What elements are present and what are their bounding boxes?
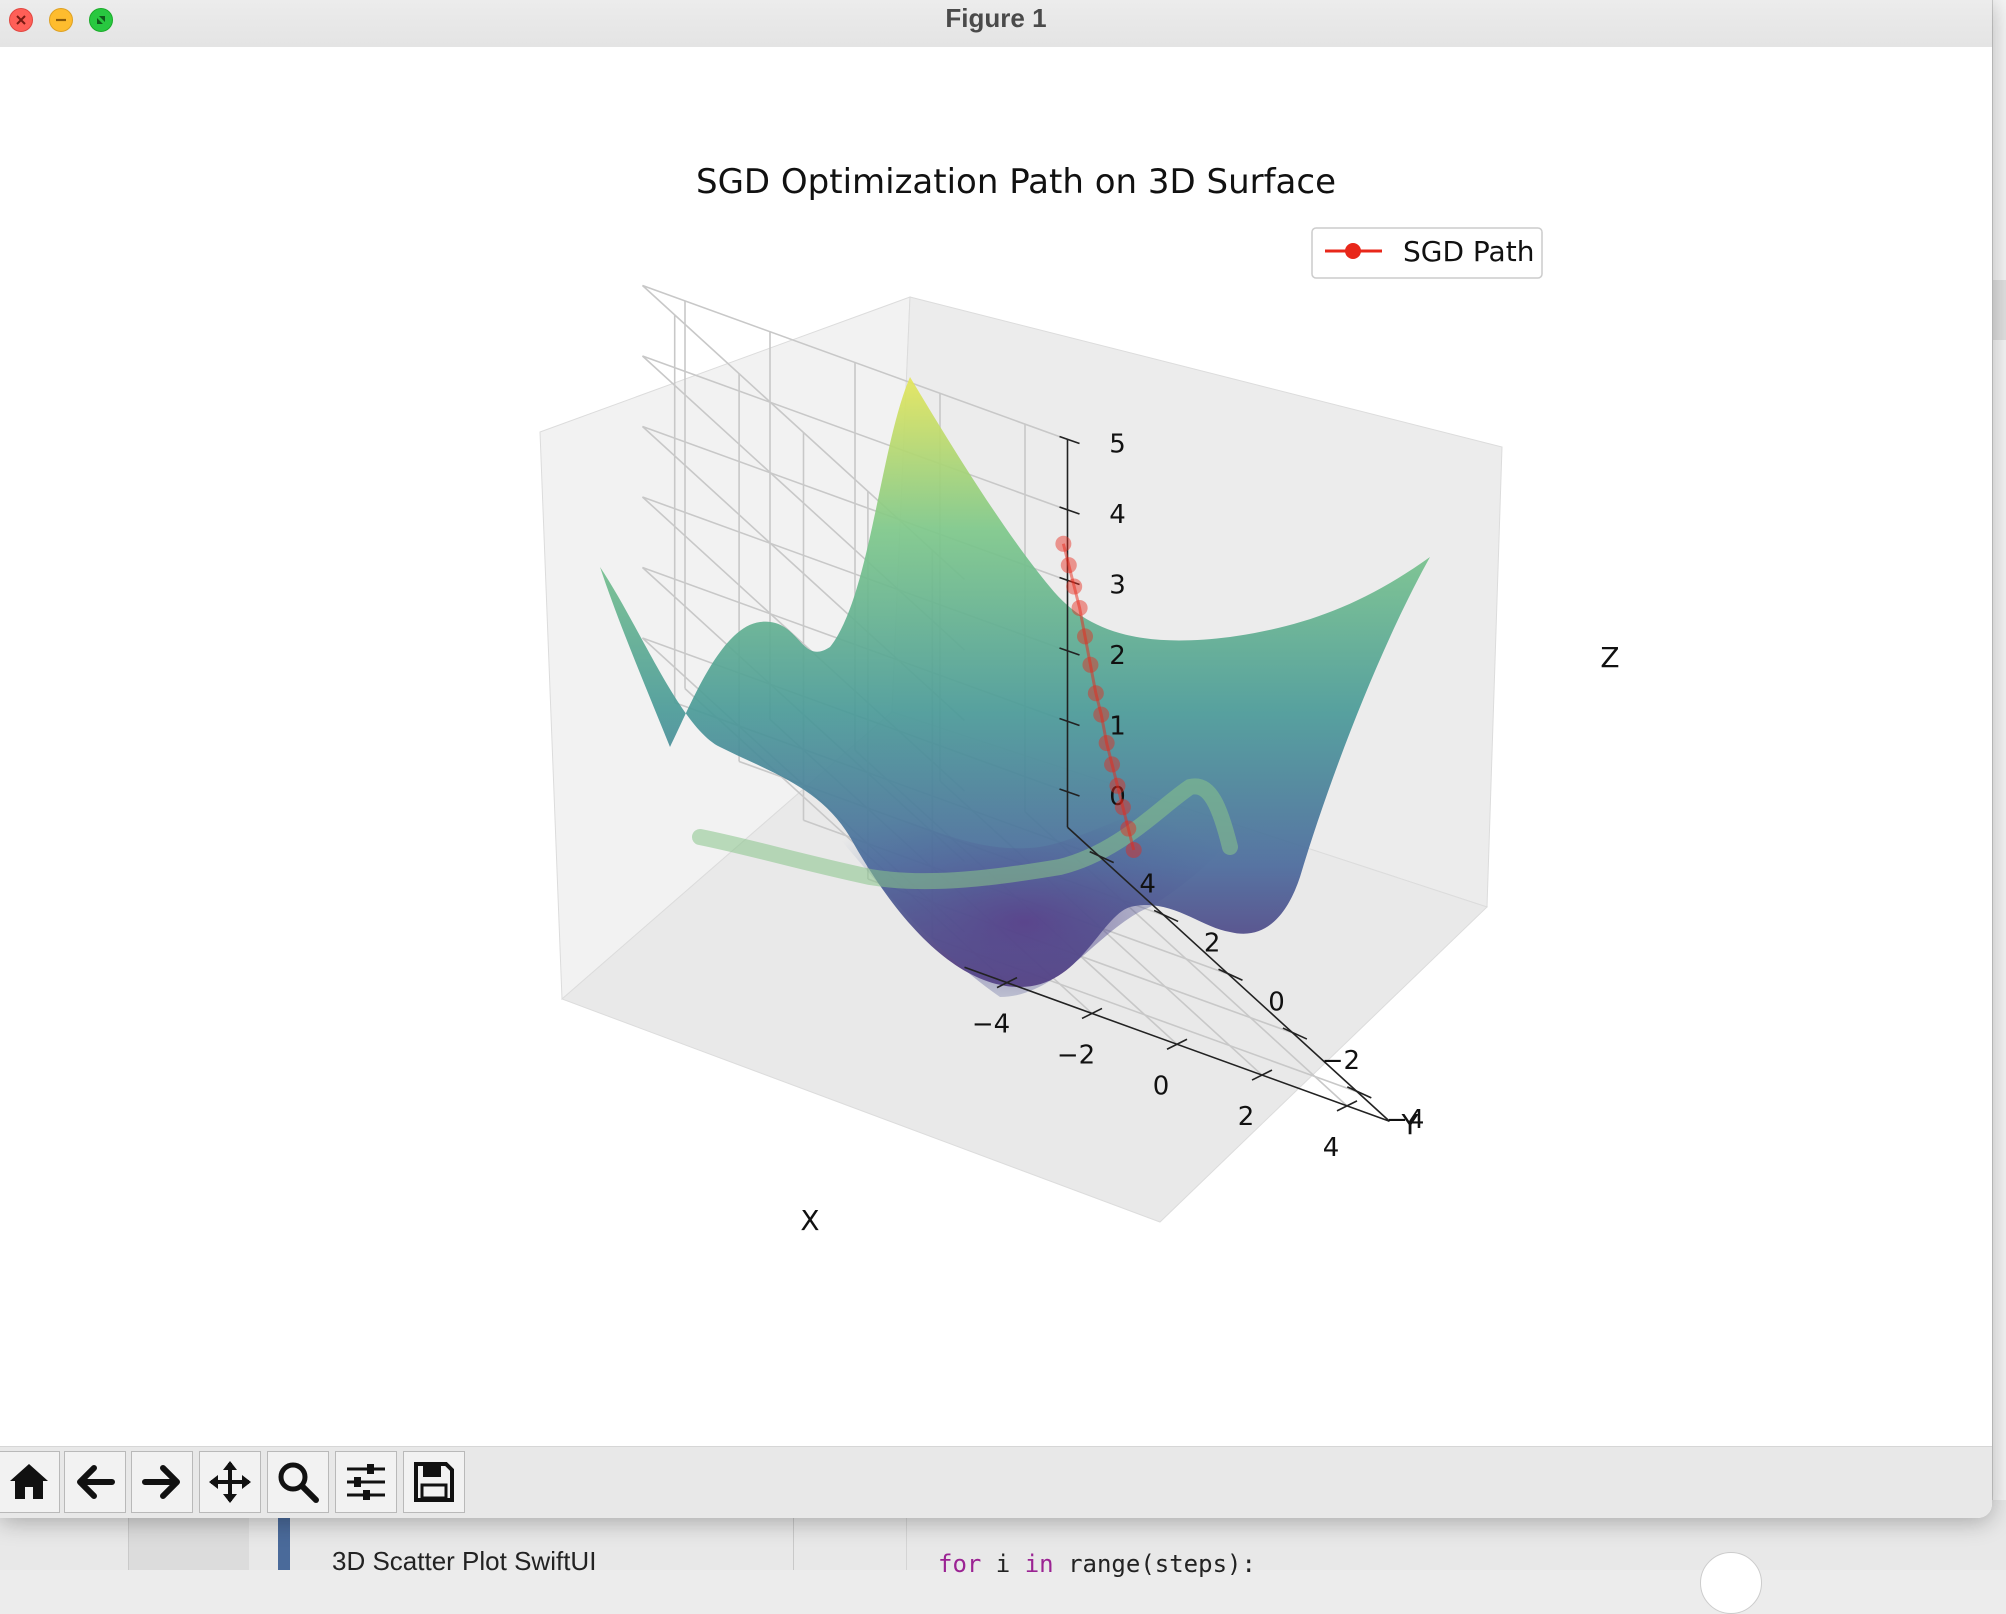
background-divider xyxy=(793,1500,794,1570)
sgd-point xyxy=(1087,685,1104,702)
y-tick xyxy=(1218,968,1243,981)
background-window-block xyxy=(1993,280,2006,340)
home-icon xyxy=(10,1464,48,1499)
z-tick xyxy=(1059,717,1080,727)
sgd-point xyxy=(1109,777,1126,794)
fullscreen-button[interactable] xyxy=(89,8,113,32)
minimize-icon xyxy=(56,18,66,22)
zoom-magnifier-icon xyxy=(278,1462,319,1503)
legend-label: SGD Path xyxy=(1403,235,1534,268)
sgd-path-line xyxy=(1061,543,1136,851)
sgd-point xyxy=(1060,557,1077,574)
figure-canvas[interactable]: −4 −2 0 2 4 −4 −2 0 2 4 0 1 2 3 4 5 SGD Path SGD Optimi… xyxy=(0,47,1992,1447)
z-tick xyxy=(1059,506,1080,515)
code-text: i xyxy=(981,1550,1025,1578)
sgd-point xyxy=(1098,735,1115,752)
y-tick xyxy=(1346,1086,1372,1099)
z-tick-label: 2 xyxy=(1109,641,1126,671)
sgd-point xyxy=(1066,578,1083,595)
z-tick-label: 3 xyxy=(1109,571,1126,601)
x-tick-label: −4 xyxy=(972,1010,1010,1040)
sgd-point xyxy=(1071,599,1088,616)
background-window-edge xyxy=(1992,0,2006,1500)
legend-box xyxy=(1311,227,1543,279)
y-axis-label: Y xyxy=(1400,1108,1419,1141)
configure-subplots-icon xyxy=(347,1464,385,1500)
pan-button[interactable] xyxy=(199,1451,261,1513)
title-bar[interactable]: Figure 1 xyxy=(0,0,1992,48)
x-tick-label: −2 xyxy=(1057,1040,1095,1070)
close-button[interactable] xyxy=(9,8,33,32)
window-title: Figure 1 xyxy=(945,3,1047,33)
sgd-point xyxy=(1055,535,1072,552)
y-tick xyxy=(1153,909,1179,923)
sgd-point xyxy=(1082,656,1099,673)
z-tick xyxy=(1059,788,1080,797)
home-button[interactable] xyxy=(0,1451,60,1513)
background-code-line[interactable]: for i in range(steps): xyxy=(938,1550,1256,1578)
forward-arrow-icon xyxy=(142,1465,180,1499)
zoom-button[interactable] xyxy=(267,1451,329,1513)
z-tick-label: 5 xyxy=(1109,430,1126,460)
forward-button[interactable] xyxy=(131,1451,193,1513)
fullscreen-icon xyxy=(97,16,105,24)
minimize-button[interactable] xyxy=(49,8,73,32)
background-selection-bar xyxy=(278,1505,290,1570)
axes xyxy=(964,435,1391,1123)
z-tick-label: 1 xyxy=(1109,712,1126,742)
y-tick xyxy=(1282,1027,1308,1040)
x-tick xyxy=(1251,1069,1273,1081)
x-axis-label: X xyxy=(800,1204,819,1237)
navigation-toolbar xyxy=(0,1446,1992,1518)
legend: SGD Path xyxy=(1311,227,1543,279)
code-keyword: for xyxy=(938,1550,982,1578)
x-tick-label: 4 xyxy=(1323,1133,1340,1163)
x-tick xyxy=(1081,1007,1103,1020)
figure-window: Figure 1 xyxy=(0,0,1992,1518)
sgd-point xyxy=(1077,628,1094,645)
sgd-path-points xyxy=(1055,535,1142,858)
background-sidebar-item[interactable]: 3D Scatter Plot SwiftUI xyxy=(332,1546,597,1576)
background-round-button[interactable] xyxy=(1700,1552,1762,1614)
background-divider xyxy=(906,1500,907,1570)
z-axis-label: Z xyxy=(1600,641,1619,674)
code-text: range(steps): xyxy=(1053,1550,1256,1578)
code-keyword: in xyxy=(1024,1550,1054,1578)
grid-line xyxy=(641,284,1068,581)
configure-subplots-button[interactable] xyxy=(335,1451,397,1513)
back-arrow-icon xyxy=(77,1465,115,1499)
x-tick-label: 0 xyxy=(1153,1071,1170,1101)
sgd-point xyxy=(1125,841,1142,858)
y-tick-label: −4 xyxy=(1386,1105,1424,1135)
close-icon xyxy=(16,15,26,25)
sgd-point xyxy=(1104,756,1121,773)
y-tick-label: 4 xyxy=(1139,870,1156,900)
x-tick xyxy=(1166,1038,1188,1050)
surface-ridge-highlight xyxy=(692,778,1238,890)
sgd-point xyxy=(1093,706,1110,723)
sgd-point xyxy=(1120,820,1137,837)
x-tick xyxy=(1336,1100,1358,1112)
y-tick-label: 2 xyxy=(1204,928,1221,958)
y-tick-label: 0 xyxy=(1268,987,1285,1017)
z-tick-label: 4 xyxy=(1109,500,1126,530)
legend-marker xyxy=(1345,243,1361,259)
x-tick-label: 2 xyxy=(1238,1102,1255,1132)
x-tick xyxy=(996,976,1018,989)
back-button[interactable] xyxy=(64,1451,126,1513)
save-floppy-icon xyxy=(414,1462,454,1502)
z-tick xyxy=(1059,647,1080,656)
sgd-point xyxy=(1114,799,1131,816)
y-tick xyxy=(1089,850,1115,864)
z-tick xyxy=(1059,435,1080,445)
save-button[interactable] xyxy=(403,1451,465,1513)
pan-move-icon xyxy=(209,1461,251,1503)
chart-title: SGD Optimization Path on 3D Surface xyxy=(696,162,1336,202)
y-tick-label: −2 xyxy=(1322,1046,1360,1076)
z-tick xyxy=(1059,576,1080,586)
